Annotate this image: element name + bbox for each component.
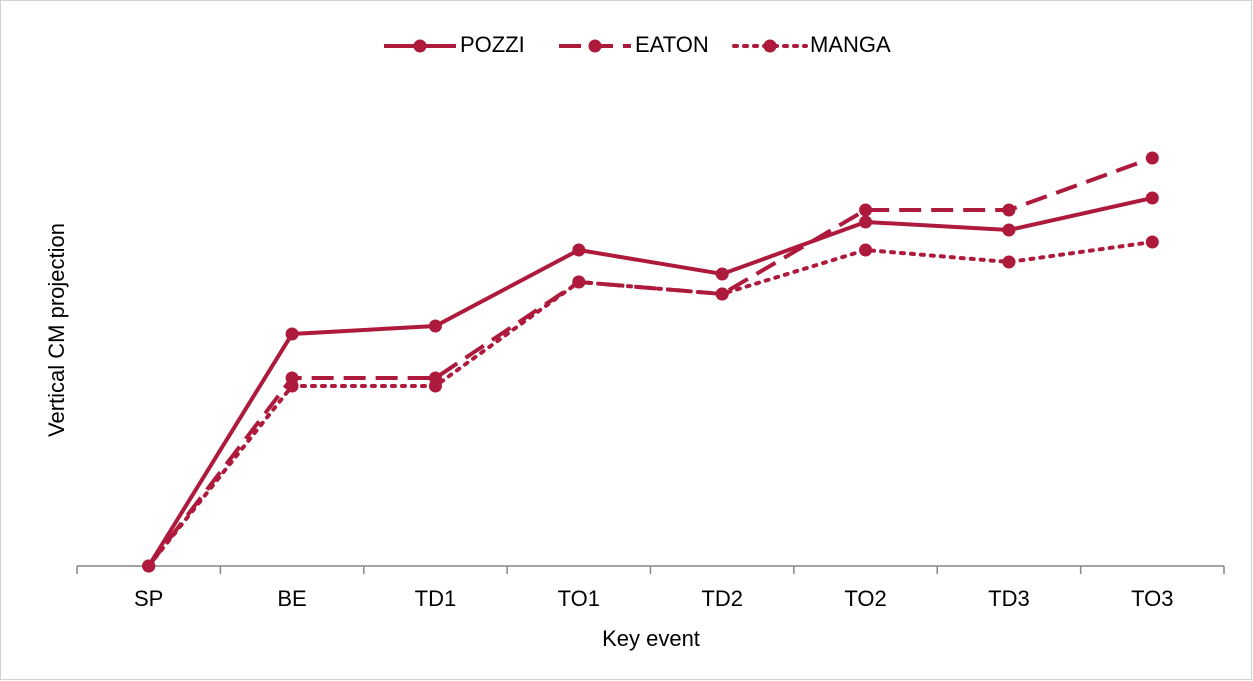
data-point — [428, 319, 442, 333]
x-tick-label: TO3 — [1131, 586, 1173, 611]
legend-marker — [588, 39, 602, 53]
x-tick-label: TD2 — [701, 586, 743, 611]
data-point — [1145, 235, 1159, 249]
legend-label: EATON — [635, 32, 709, 57]
x-tick-label: TO1 — [558, 586, 600, 611]
data-point — [859, 243, 873, 257]
data-point — [715, 267, 729, 281]
x-tick-label: TD3 — [988, 586, 1030, 611]
series-line — [146, 240, 1155, 568]
data-point — [1145, 151, 1159, 165]
data-point — [1002, 223, 1016, 237]
legend-label: POZZI — [460, 32, 525, 57]
y-axis-label: Vertical CM projection — [44, 223, 69, 437]
data-point — [1145, 191, 1159, 205]
data-point — [1002, 255, 1016, 269]
data-point — [1002, 203, 1016, 217]
data-point — [859, 215, 873, 229]
data-point — [715, 287, 729, 301]
data-point — [142, 559, 156, 573]
x-tick-label: TO2 — [844, 586, 886, 611]
legend-marker — [763, 39, 777, 53]
series-line — [146, 196, 1153, 568]
x-axis-label: Key event — [602, 626, 700, 651]
data-point — [859, 203, 873, 217]
data-point — [285, 327, 299, 341]
data-point — [572, 275, 586, 289]
data-point — [285, 379, 299, 393]
data-point — [428, 379, 442, 393]
x-tick-label: TD1 — [415, 586, 457, 611]
x-tick-label: SP — [134, 586, 163, 611]
data-point — [572, 243, 586, 257]
x-tick-label: BE — [277, 586, 306, 611]
legend-marker — [413, 39, 427, 53]
legend-label: MANGA — [810, 32, 891, 57]
